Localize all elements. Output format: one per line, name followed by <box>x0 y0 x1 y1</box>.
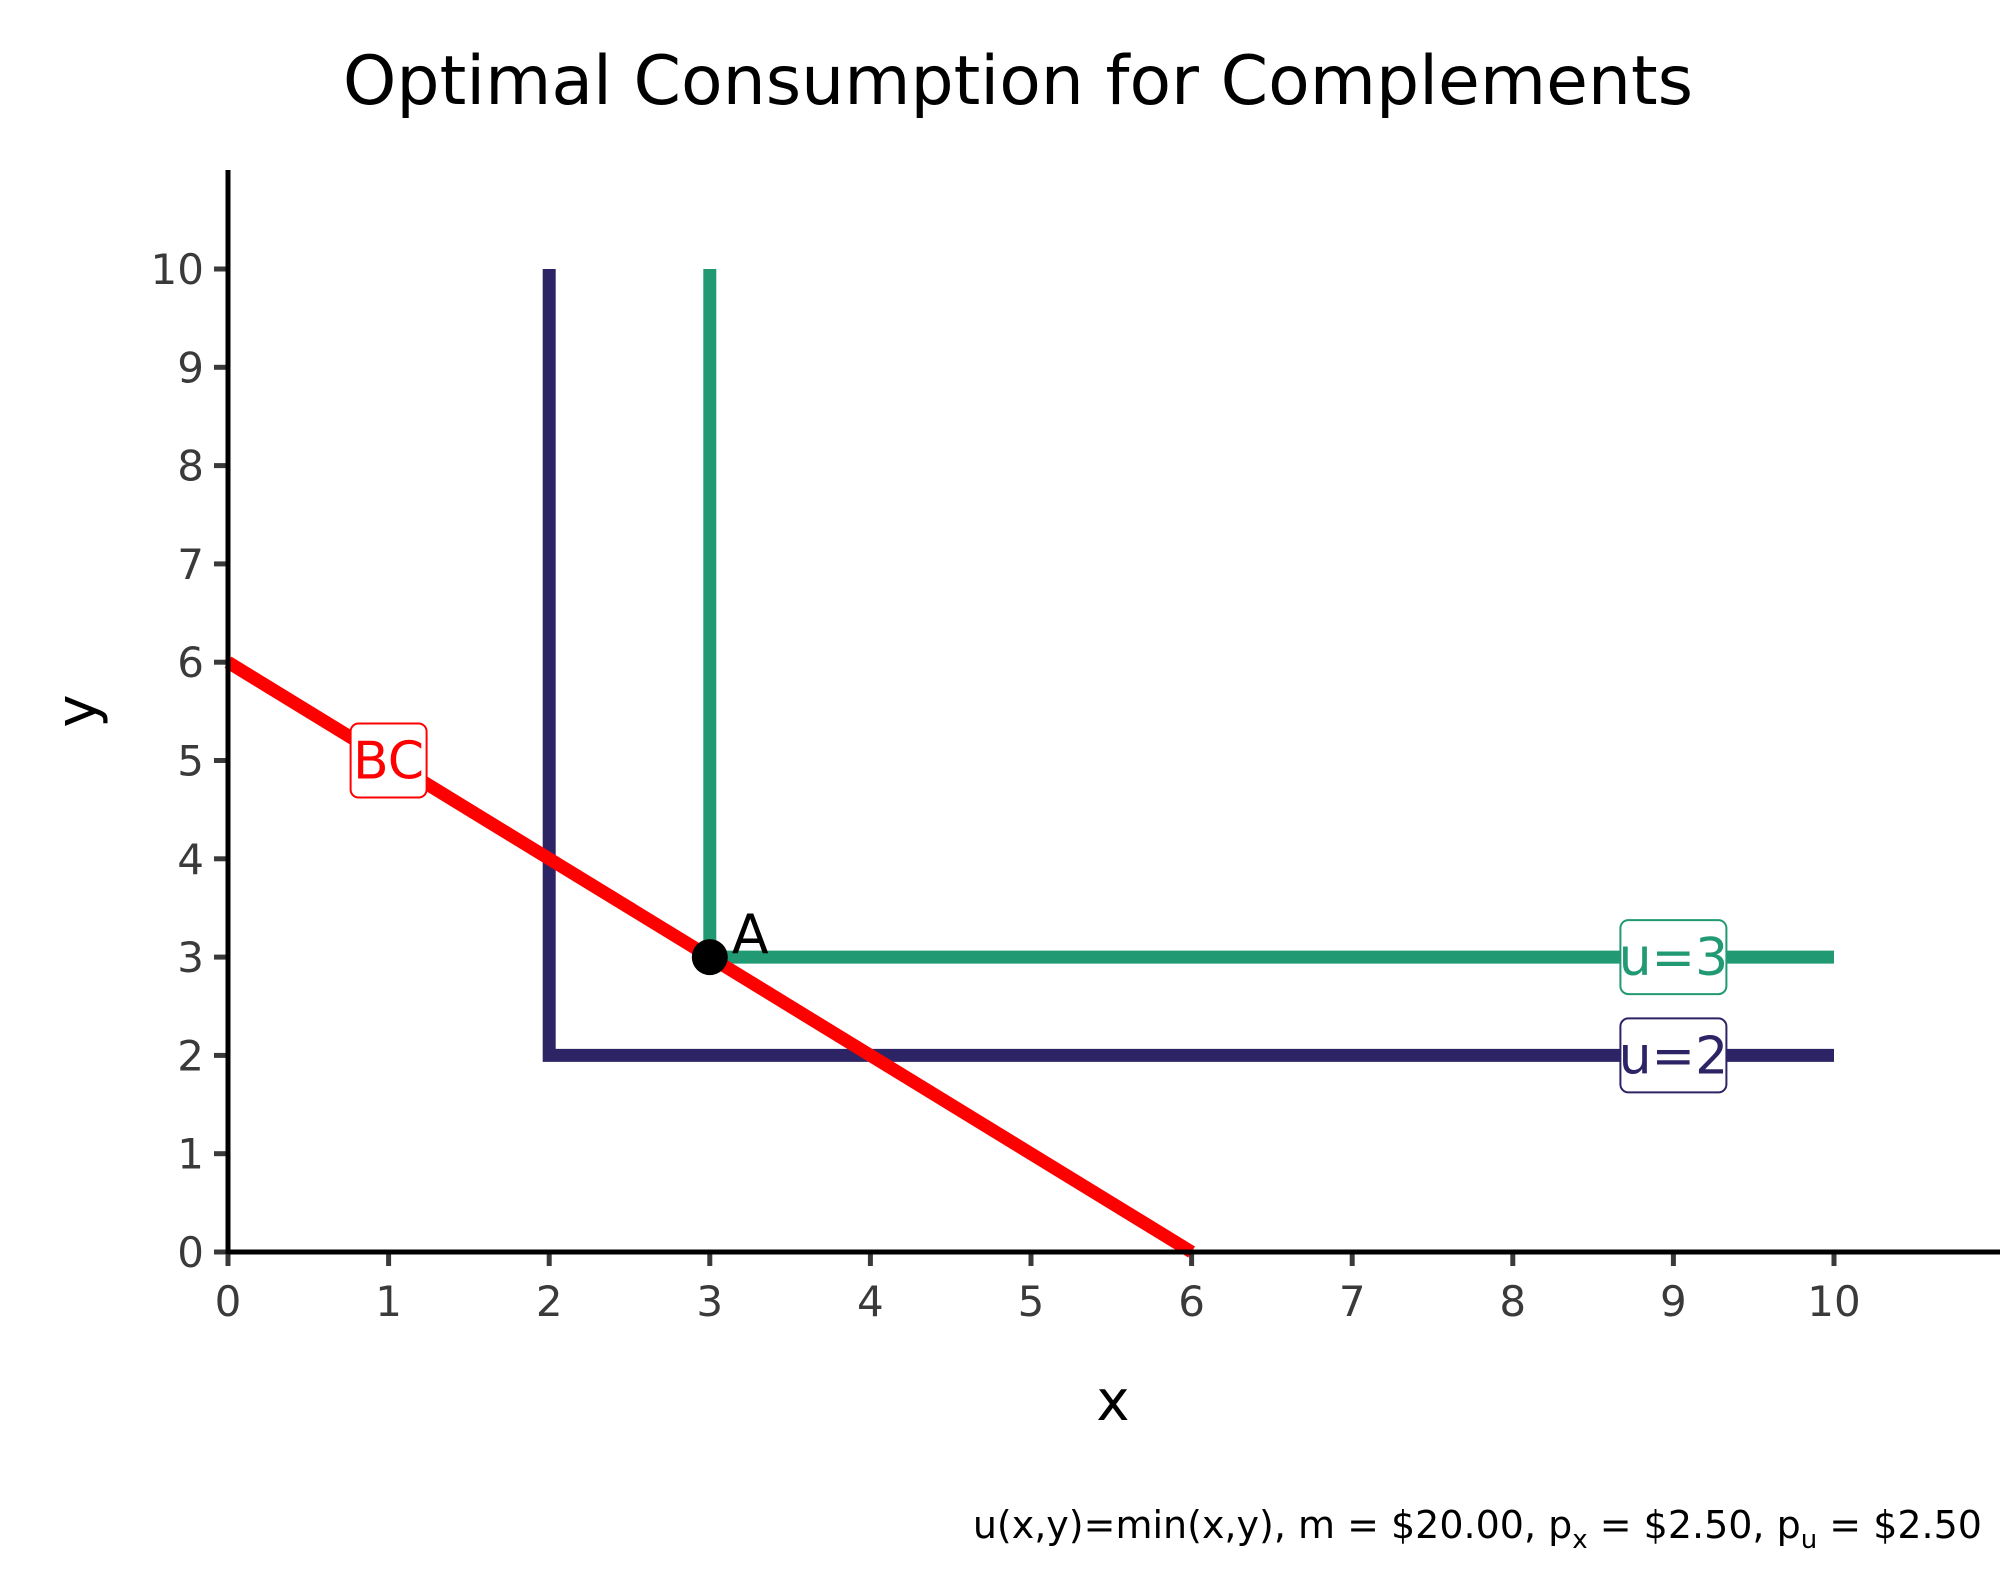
series-label-u=2: u=2 <box>1619 1017 1729 1094</box>
y-tick-label: 6 <box>177 638 204 687</box>
series-label-box <box>1619 1017 1728 1094</box>
caption-prefix: u(x,y)=min(x,y), m = $20.00, p <box>973 1503 1572 1547</box>
caption-sub-x: x <box>1572 1525 1587 1555</box>
y-tick-label: 3 <box>177 933 204 982</box>
plot-area: A BC u=2 u=3 <box>224 269 1834 1258</box>
y-tick-label: 9 <box>177 343 204 392</box>
point-marker <box>691 939 728 976</box>
series-label-box <box>1619 919 1728 996</box>
y-tick-label: 2 <box>177 1031 204 1080</box>
x-tick-label: 2 <box>536 1277 563 1326</box>
y-tick-label: 4 <box>177 835 204 884</box>
caption-sub-u: u <box>1801 1525 1817 1555</box>
x-tick-label: 8 <box>1499 1277 1526 1326</box>
x-tick-label: 7 <box>1339 1277 1366 1326</box>
series-label-BC: BC <box>349 722 428 799</box>
x-tick-label: 3 <box>696 1277 723 1326</box>
y-tick-label: 0 <box>177 1228 204 1277</box>
series-label-text: u=2 <box>1619 1026 1729 1086</box>
y-tick-label: 8 <box>177 442 204 491</box>
series-label-u=3: u=3 <box>1619 919 1729 996</box>
caption-mid: = $2.50, p <box>1588 1503 1801 1547</box>
caption-suffix: = $2.50 <box>1817 1503 1982 1547</box>
chart-title: Optimal Consumption for Complements <box>343 42 1693 121</box>
y-axis-ticks: 0 1 2 3 4 5 6 7 8 9 10 <box>151 245 228 1277</box>
series-label-text: u=3 <box>1619 928 1729 988</box>
y-tick-label: 7 <box>177 540 204 589</box>
x-tick-label: 10 <box>1807 1277 1860 1326</box>
x-tick-label: 6 <box>1178 1277 1205 1326</box>
y-tick-label: 1 <box>177 1130 204 1179</box>
series-label-box <box>349 722 428 799</box>
x-axis-ticks: 0 1 2 3 4 5 6 7 8 9 10 <box>215 1252 1861 1326</box>
x-tick-label: 5 <box>1018 1277 1045 1326</box>
x-tick-label: 9 <box>1660 1277 1687 1326</box>
x-tick-label: 4 <box>857 1277 884 1326</box>
x-tick-label: 0 <box>215 1277 242 1326</box>
series-line-u=2 <box>542 269 1834 1062</box>
y-axis-label: y <box>45 694 110 727</box>
x-axis-label: x <box>1096 1369 1129 1434</box>
y-tick-label: 5 <box>177 737 204 786</box>
series-line-u=3 <box>703 269 1834 964</box>
chart-caption: u(x,y)=min(x,y), m = $20.00, px = $2.50,… <box>973 1503 1982 1555</box>
x-tick-label: 1 <box>375 1277 402 1326</box>
y-tick-label: 10 <box>151 245 204 294</box>
series-label-text: BC <box>353 732 424 792</box>
point-label: A <box>732 903 769 966</box>
